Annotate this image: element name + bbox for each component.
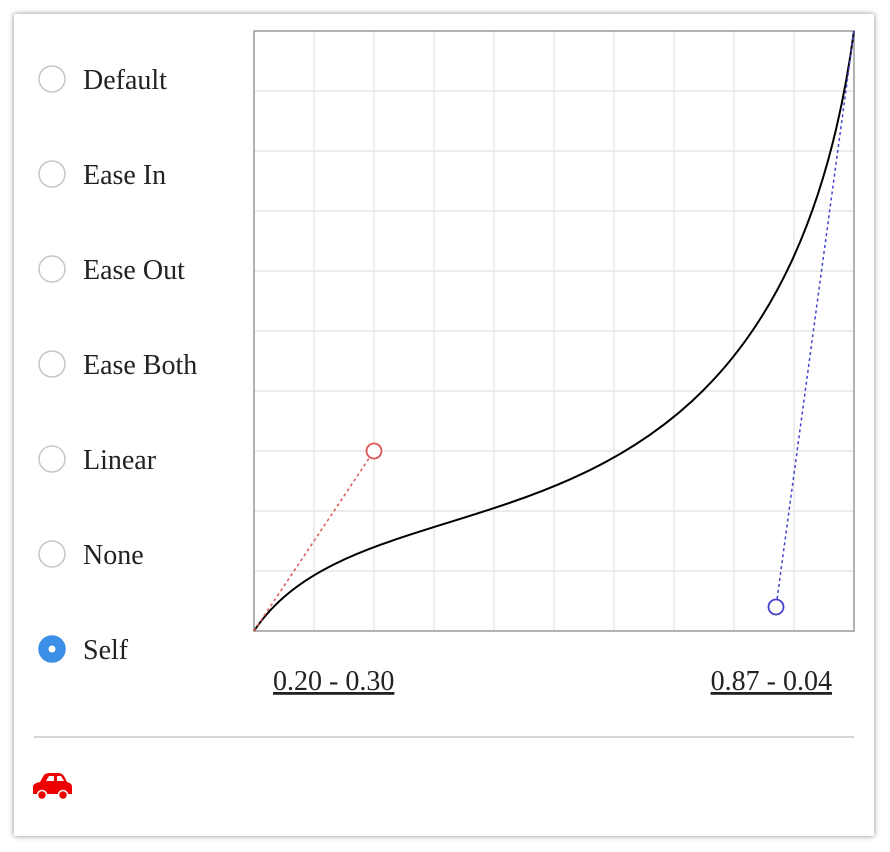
radio-button[interactable] — [38, 350, 66, 378]
car-icon — [33, 773, 72, 801]
handle-value[interactable]: 0.87 - 0.04 — [711, 666, 832, 697]
handle-line — [253, 450, 375, 632]
control-point[interactable] — [767, 598, 785, 616]
radio-dot — [48, 645, 56, 653]
radio-label[interactable]: Ease In — [83, 160, 166, 191]
radio-option[interactable]: Ease Both — [38, 350, 197, 381]
easing-curve — [253, 30, 855, 632]
control-point[interactable] — [365, 442, 383, 460]
graph-frame — [253, 30, 855, 632]
radio-label[interactable]: Ease Out — [83, 255, 185, 286]
handle-value[interactable]: 0.20 - 0.30 — [273, 666, 394, 697]
radio-button[interactable] — [38, 445, 66, 473]
radio-option[interactable]: None — [38, 540, 144, 571]
radio-option[interactable]: Self — [38, 635, 129, 666]
radio-label[interactable]: None — [83, 540, 144, 571]
radio-label[interactable]: Linear — [83, 445, 157, 476]
radio-button[interactable] — [38, 540, 66, 568]
radio-option[interactable]: Linear — [38, 445, 157, 476]
radio-option[interactable]: Default — [38, 65, 167, 96]
radio-label[interactable]: Default — [83, 65, 167, 96]
radio-option[interactable]: Ease Out — [38, 255, 185, 286]
radio-label[interactable]: Self — [83, 635, 129, 666]
radio-label[interactable]: Ease Both — [83, 350, 197, 381]
radio-button[interactable] — [38, 255, 66, 283]
handle-line — [775, 30, 855, 608]
radio-button[interactable] — [38, 65, 66, 93]
radio-option[interactable]: Ease In — [38, 160, 166, 191]
radio-button[interactable] — [38, 160, 66, 188]
